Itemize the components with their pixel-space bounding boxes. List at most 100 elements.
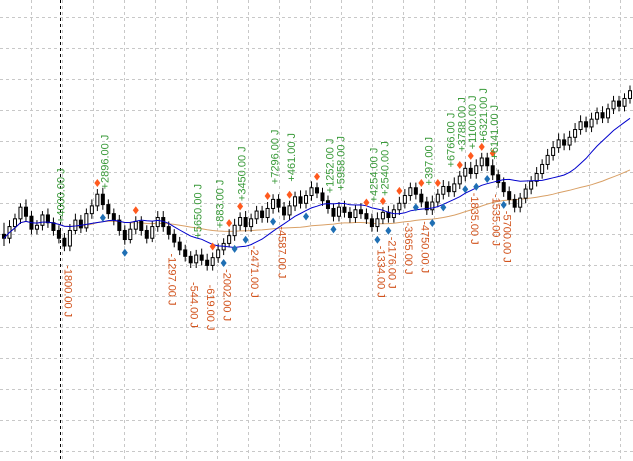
candle-body [238,217,243,226]
candle-body [380,211,385,220]
candle [375,212,380,232]
candle [386,205,391,223]
candle-body [155,217,160,228]
candle [622,93,627,112]
candle-body [106,204,111,215]
candle [545,148,550,170]
candle [183,244,188,262]
candle [216,243,221,263]
candle-body [45,214,50,224]
candle-body [172,233,177,243]
candle-body [567,136,572,146]
candle [122,225,127,245]
candle [551,141,556,161]
candle-body [556,139,561,149]
buy-marker-icon [242,235,249,244]
candle [199,248,204,266]
candle-body [589,118,594,128]
candle [144,225,149,244]
candle-body [139,220,144,231]
candle-body [62,237,67,247]
sell-marker-icon [237,202,244,211]
candle [501,177,506,197]
candle [100,187,105,210]
candle [507,186,512,205]
candle [424,196,429,215]
candle [166,221,171,240]
candle [106,199,111,219]
candle [282,202,287,221]
candle [67,224,72,252]
candle-body [419,193,424,203]
candle-body [293,196,298,207]
sell-marker-icon [226,219,233,228]
candle-body [523,188,528,199]
candle [457,170,462,190]
candlesticks [1,85,633,271]
candle [413,182,418,200]
candle [298,190,303,209]
profit-annotation: +5958.00 J [336,136,348,191]
buy-marker-icon [385,226,392,235]
candle [331,203,336,222]
candle [232,218,237,241]
loss-annotation: -2176.00 J [385,237,397,289]
candle [210,252,215,271]
candle-body [133,220,138,230]
candle-body [496,174,501,184]
candle [358,203,363,219]
profit-annotation: +397.00 J [423,137,435,186]
profit-annotation: +7296.00 J [270,129,282,184]
profit-annotation: +3450.00 J [237,146,249,201]
candle [589,112,594,133]
buy-marker-icon [330,225,337,234]
sell-marker-icon [489,149,496,158]
candle-body [611,100,616,110]
candle-body [529,180,534,190]
candle-body [463,167,468,177]
candle-body [78,219,83,229]
candle [529,176,534,195]
candle-body [271,198,276,209]
candle [485,152,490,171]
buy-marker-icon [99,213,106,222]
candle-body [276,198,281,208]
candle [452,177,457,197]
candle-body [18,206,23,220]
candle-body [249,218,254,228]
candle [128,222,133,244]
buy-marker-icon [374,235,381,244]
candle [117,214,122,236]
candle [293,191,298,212]
candle-body [320,192,325,202]
candle-body [325,200,330,209]
candle-body [468,167,473,175]
candle-body [397,202,402,211]
candle-body [551,147,556,156]
sell-marker-icon [418,179,425,188]
candle [325,195,330,214]
candle-body [331,207,336,217]
candle [243,211,248,232]
candle [523,183,528,204]
loss-annotation: -4587.00 J [276,226,288,278]
candle [238,212,243,231]
loss-annotation: -5700.00 J [501,211,513,263]
candle-body [573,129,578,138]
candle-body [512,198,517,208]
candle-body [73,219,78,231]
candle [23,199,28,222]
candle [73,213,78,235]
candle [89,199,94,219]
candle-body [430,201,435,211]
buy-marker-icon [270,217,277,226]
candle-body [144,229,149,239]
buy-marker-icon [220,259,227,268]
sell-marker-icon [209,242,216,251]
loss-annotation: -1334.00 J [374,246,386,298]
trade-markers [94,142,507,268]
sell-marker-icon [286,190,293,199]
candle [419,189,424,208]
candle-body [232,224,237,237]
